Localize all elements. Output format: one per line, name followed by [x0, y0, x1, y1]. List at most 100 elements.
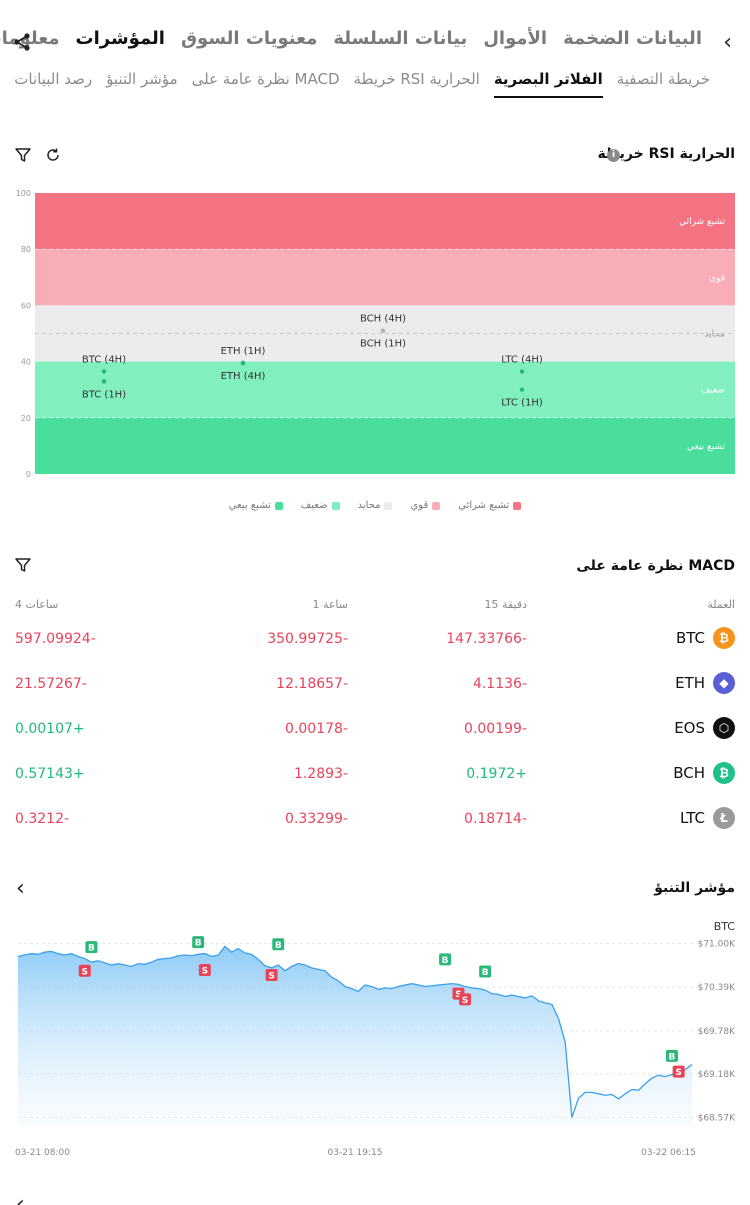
rsi-point-3[interactable] [240, 360, 246, 366]
macd-table-header: العملة 15 دقيقة 1 ساعة 4 ساعات [0, 598, 750, 614]
table-row[interactable]: ₿ BTC 147.33766- 350.99725- 597.09924- [0, 624, 750, 654]
share-icon[interactable] [12, 32, 32, 52]
buy-marker[interactable] [439, 953, 452, 966]
buy-marker[interactable] [665, 1049, 678, 1062]
legend-item-0[interactable]: تشبع شرائي [458, 500, 522, 511]
rsi-point-label-4: BCH (4H) [360, 314, 406, 325]
top-tab-5[interactable]: معلومات [0, 28, 60, 49]
table-row[interactable]: ₿ BCH 0.1972+ 1.2893- 0.57143+ [0, 759, 750, 789]
info-icon[interactable]: i [607, 149, 620, 162]
pred-x-tick: 03-21 08:00 [15, 1148, 70, 1158]
table-row[interactable]: ◆ ETH 4.1136- 12.18657- 21.57267- [0, 669, 750, 699]
buy-marker[interactable] [479, 965, 492, 978]
pred-y-tick: $69.78K [698, 1027, 736, 1037]
top-tab-1[interactable]: الأموال [483, 28, 548, 49]
chevron-left-icon[interactable]: ‹ [16, 1192, 25, 1205]
coin-name: ETH [675, 674, 705, 692]
pred-x-tick: 03-22 06:15 [641, 1148, 696, 1158]
sub-tab-3[interactable]: نظرة عامة على MACD [191, 70, 340, 88]
rsi-point-label-2: ETH (1H) [221, 346, 266, 357]
litecoin-icon: Ł [713, 807, 735, 829]
rsi-y-tick: 0 [26, 470, 31, 479]
rsi-point-label-3: ETH (4H) [221, 371, 266, 382]
sub-tab-1[interactable]: الفلاتر البصرية [493, 70, 603, 98]
macd-4h-value: 597.09924- [15, 631, 96, 647]
rsi-point-5[interactable] [380, 328, 386, 333]
legend-label: تشبع شرائي [458, 500, 510, 511]
macd-1h-value: 1.2893- [293, 766, 348, 782]
sub-tab-0[interactable]: خريطة التصفية [616, 70, 710, 88]
coin-name: BCH [673, 764, 705, 782]
sub-tab-5[interactable]: رصد البيانات [14, 70, 93, 88]
marker-label: B [275, 941, 282, 951]
filter-icon[interactable] [14, 146, 32, 164]
coin-cell: ◆ ETH [675, 672, 735, 694]
eos-icon: ⬡ [713, 717, 735, 739]
rsi-zone-label-1: قوي [709, 273, 725, 283]
legend-item-1[interactable]: قوي [410, 500, 441, 511]
legend-label: محايد [357, 500, 381, 511]
marker-label: S [675, 1068, 681, 1078]
rsi-point-7[interactable] [519, 387, 525, 392]
sell-marker[interactable] [459, 993, 472, 1006]
header-coin: العملة [707, 598, 735, 611]
marker-label: B [88, 944, 95, 954]
rsi-zone-label-0: تشبع شرائي [679, 217, 725, 227]
coin-cell: ₿ BTC [676, 627, 735, 649]
header-4h: 4 ساعات [15, 598, 59, 611]
legend-swatch [432, 501, 441, 510]
pred-y-tick: $68.57K [698, 1113, 736, 1123]
table-row[interactable]: Ł LTC 0.18714- 0.33299- 0.3212- [0, 804, 750, 834]
top-tab-4[interactable]: المؤشرات [75, 28, 165, 49]
pred-x-tick: 03-21 19:15 [328, 1148, 383, 1158]
sell-marker[interactable] [78, 964, 91, 977]
rsi-legend: تشبع شرائي قوي محايد ضعيف تشبع بيعي [0, 500, 750, 511]
sub-nav: خريطة التصفية الفلاتر البصرية خريطة RSI ال… [0, 70, 750, 106]
refresh-icon[interactable] [44, 146, 62, 164]
prediction-title: مؤشر التنبؤ [654, 880, 735, 896]
buy-marker[interactable] [192, 936, 205, 949]
marker-label: S [202, 967, 208, 977]
header-1h: 1 ساعة [312, 598, 348, 611]
buy-marker[interactable] [272, 938, 285, 951]
rsi-point-0[interactable] [101, 369, 107, 374]
rsi-point-label-6: LTC (4H) [501, 354, 543, 365]
rsi-point-6[interactable] [519, 369, 525, 374]
coin-name: LTC [679, 809, 705, 827]
sub-tab-4[interactable]: مؤشر التنبؤ [106, 70, 178, 88]
sell-marker[interactable] [672, 1065, 685, 1078]
top-tab-0[interactable]: البيانات الضخمة [563, 28, 702, 49]
legend-label: قوي [410, 500, 429, 511]
legend-item-2[interactable]: محايد [358, 500, 393, 511]
marker-label: S [81, 967, 87, 977]
macd-1h-value: 350.99725- [267, 631, 348, 647]
legend-item-3[interactable]: ضعيف [301, 500, 340, 511]
chevron-left-icon[interactable]: ‹ [723, 30, 732, 55]
table-row[interactable]: ⬡ EOS 0.00199- 0.00178- 0.00107+ [0, 714, 750, 744]
legend-item-4[interactable]: تشبع بيعي [229, 500, 283, 511]
marker-label: B [195, 939, 202, 949]
filter-icon[interactable] [14, 556, 32, 574]
rsi-y-tick: 100 [16, 189, 31, 198]
macd-1h-value: 0.00178- [285, 721, 348, 737]
rsi-point-1[interactable] [101, 379, 107, 384]
macd-4h-value: 21.57267- [15, 676, 87, 692]
sub-tab-2[interactable]: خريطة RSI الحرارية [353, 70, 480, 88]
rsi-point-label-1: BTC (1H) [82, 389, 126, 400]
sell-marker[interactable] [198, 964, 211, 977]
top-tab-2[interactable]: بيانات السلسلة [333, 28, 468, 49]
buy-marker[interactable] [85, 941, 98, 954]
bitcoin-icon: ₿ [713, 627, 735, 649]
macd-15m-value: 0.00199- [464, 721, 527, 737]
rsi-zone-0 [35, 193, 735, 250]
sell-marker[interactable] [265, 969, 278, 982]
coin-cell: Ł LTC [680, 807, 735, 829]
chevron-left-icon[interactable]: ‹ [16, 876, 25, 901]
top-tab-3[interactable]: معنويات السوق [180, 28, 318, 49]
macd-15m-value: 4.1136- [472, 676, 527, 692]
macd-15m-value: 147.33766- [446, 631, 527, 647]
top-tabs: البيانات الضخمة الأموال بيانات السلسلة معنو… [0, 28, 702, 49]
macd-1h-value: 12.18657- [276, 676, 348, 692]
rsi-y-tick: 80 [21, 245, 31, 254]
prediction-coin: BTC [713, 920, 735, 933]
